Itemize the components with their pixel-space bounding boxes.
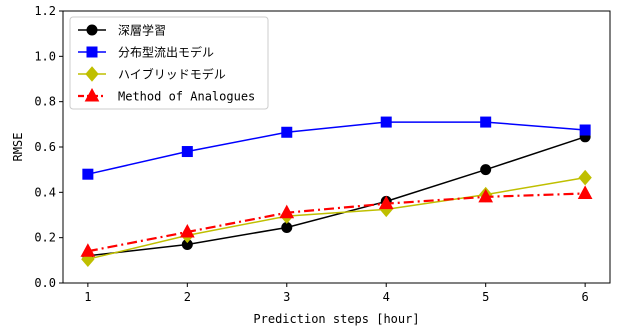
x-tick-label: 5 [482, 290, 489, 304]
data-point [82, 168, 94, 180]
y-tick-label: 0.4 [34, 185, 56, 199]
legend-marker [84, 87, 100, 102]
data-point [279, 204, 295, 219]
x-tick-label: 4 [383, 290, 390, 304]
legend-marker [86, 46, 98, 58]
data-point [478, 188, 494, 203]
data-point [579, 124, 591, 136]
legend-label: 深層学習 [118, 23, 166, 38]
legend-marker [86, 24, 98, 36]
x-axis-label: Prediction steps [hour] [253, 312, 419, 326]
data-point [480, 164, 492, 176]
series-line [87, 121, 586, 175]
y-tick-label: 1.0 [34, 49, 56, 63]
y-tick-label: 0.0 [34, 276, 56, 290]
legend-item: ハイブリッドモデル [78, 66, 226, 82]
series-2 [82, 116, 591, 180]
y-tick-label: 0.8 [34, 95, 56, 109]
x-tick-label: 2 [184, 290, 191, 304]
data-point [480, 116, 492, 128]
data-point [80, 243, 96, 257]
legend-item: 深層学習 [78, 23, 166, 38]
legend-label: Method of Analogues [118, 90, 255, 104]
x-tick-label: 1 [84, 290, 91, 304]
legend-box [69, 16, 269, 110]
data-point [81, 251, 95, 267]
legend-item: Method of Analogues [78, 87, 255, 104]
data-point [380, 116, 392, 128]
legend-marker [85, 66, 99, 82]
data-point [181, 146, 193, 158]
data-point [281, 126, 293, 138]
x-tick-label: 3 [283, 290, 290, 304]
series-line [87, 136, 586, 257]
series-line [87, 176, 586, 260]
y-tick-label: 0.6 [34, 140, 56, 154]
x-tick-label: 6 [582, 290, 589, 304]
data-point [378, 195, 394, 210]
data-point [577, 185, 593, 199]
y-tick-label: 0.2 [34, 231, 56, 245]
series-3 [81, 169, 592, 267]
legend-label: 分布型流出モデル [118, 45, 214, 60]
data-point [179, 223, 195, 238]
legend-label: ハイブリッドモデル [118, 67, 226, 82]
data-point [281, 221, 293, 233]
series-4 [80, 185, 593, 257]
data-point [578, 169, 592, 186]
series-line [87, 192, 586, 253]
y-tick-label: 1.2 [34, 4, 56, 18]
y-axis-label: RMSE [11, 133, 25, 162]
legend-item: 分布型流出モデル [78, 45, 214, 60]
